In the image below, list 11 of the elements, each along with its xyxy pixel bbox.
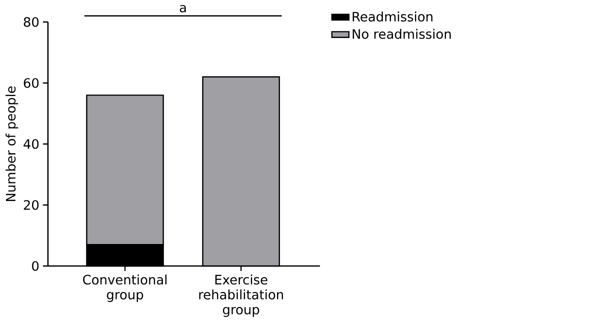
y-tick-label: 0 [32, 261, 39, 271]
y-tick-label: 40 [24, 139, 39, 149]
legend-label: Readmission [352, 12, 432, 22]
y-axis-title: Number of people [6, 86, 18, 202]
legend-label: No readmission [352, 28, 451, 39]
y-tick-label: 60 [24, 78, 39, 88]
y-tick-label: 20 [24, 200, 39, 210]
x-tick-label: Exercise rehabilitation group [199, 274, 283, 317]
x-tick-label: Conventional group [83, 274, 166, 302]
text: a [180, 4, 186, 12]
y-tick-label: 80 [24, 17, 39, 27]
